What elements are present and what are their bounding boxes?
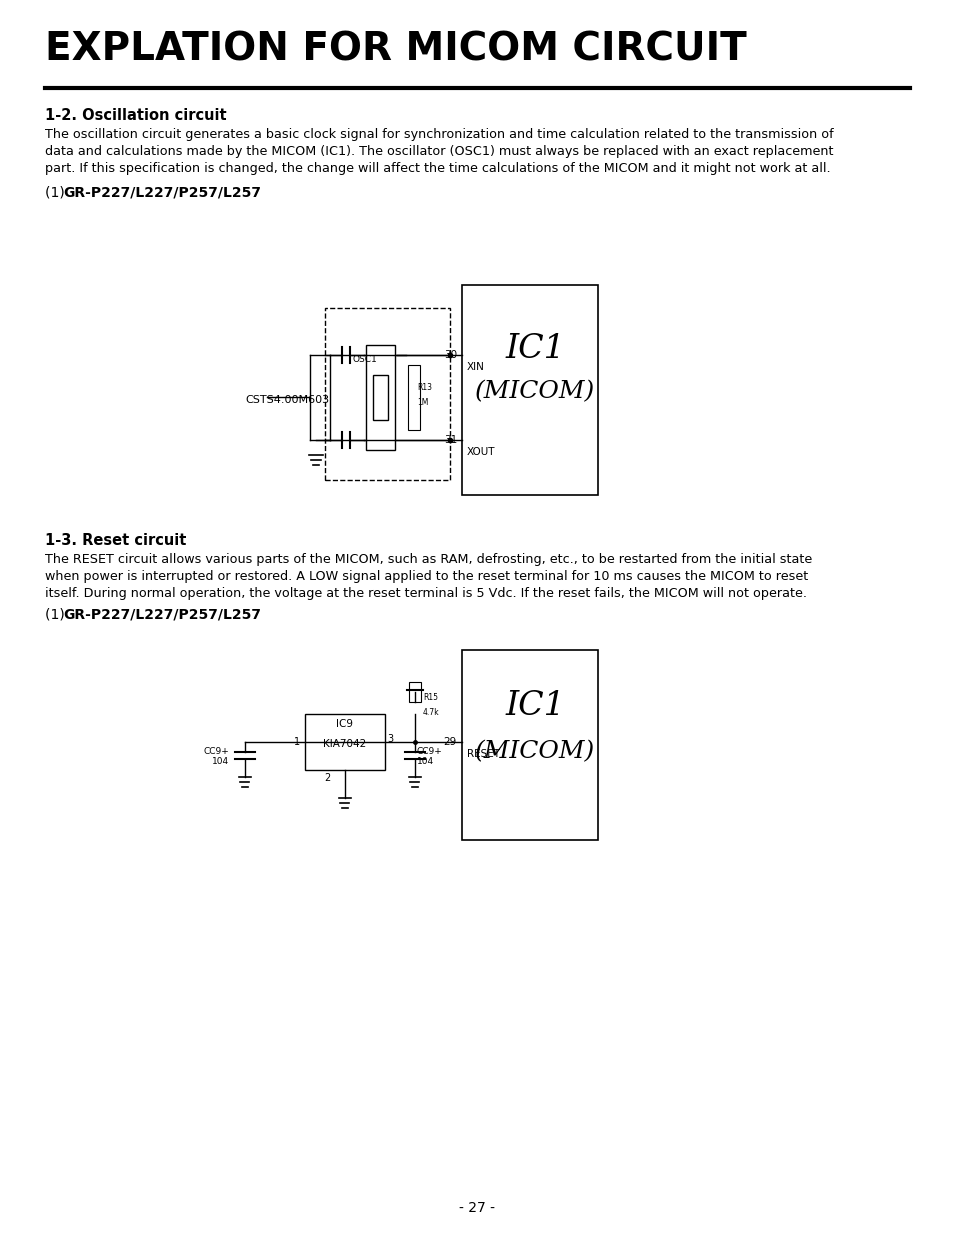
Text: CC9+: CC9+ <box>416 747 442 757</box>
Text: 2: 2 <box>323 773 330 783</box>
Text: IC1: IC1 <box>504 690 564 722</box>
Text: part. If this specification is changed, the change will affect the time calculat: part. If this specification is changed, … <box>45 162 830 175</box>
Bar <box>373 375 388 420</box>
Text: 29: 29 <box>443 737 456 747</box>
Bar <box>366 346 395 450</box>
Text: when power is interrupted or restored. A LOW signal applied to the reset termina: when power is interrupted or restored. A… <box>45 571 807 583</box>
Text: 4.7k: 4.7k <box>422 707 439 716</box>
Text: XIN: XIN <box>467 362 484 372</box>
Text: 104: 104 <box>416 757 434 767</box>
Text: itself. During normal operation, the voltage at the reset terminal is 5 Vdc. If : itself. During normal operation, the vol… <box>45 587 806 600</box>
Text: - 27 -: - 27 - <box>458 1201 495 1214</box>
Text: GR-P227/L227/P257/L257: GR-P227/L227/P257/L257 <box>63 607 261 622</box>
Text: CSTS4.00M603: CSTS4.00M603 <box>245 395 329 405</box>
Text: 1-2. Oscillation circuit: 1-2. Oscillation circuit <box>45 108 227 123</box>
Text: data and calculations made by the MICOM (IC1). The oscillator (OSC1) must always: data and calculations made by the MICOM … <box>45 145 833 158</box>
Text: 1-3. Reset circuit: 1-3. Reset circuit <box>45 533 186 548</box>
Text: IC1: IC1 <box>504 333 564 365</box>
Text: EXPLATION FOR MICOM CIRCUIT: EXPLATION FOR MICOM CIRCUIT <box>45 30 746 68</box>
Text: KIA7042: KIA7042 <box>323 740 366 750</box>
Text: (MICOM): (MICOM) <box>475 740 595 763</box>
Text: The oscillation circuit generates a basic clock signal for synchronization and t: The oscillation circuit generates a basi… <box>45 128 833 140</box>
Bar <box>461 650 598 840</box>
Text: (1): (1) <box>45 185 69 199</box>
Text: GR-P227/L227/P257/L257: GR-P227/L227/P257/L257 <box>63 185 261 199</box>
Bar <box>409 682 420 702</box>
Text: 1: 1 <box>294 737 299 747</box>
Text: 31: 31 <box>443 435 456 445</box>
Text: 104: 104 <box>212 757 229 767</box>
Text: (MICOM): (MICOM) <box>475 380 595 403</box>
Text: IC9: IC9 <box>336 718 354 728</box>
Text: 1M: 1M <box>416 398 428 406</box>
Text: 3: 3 <box>387 735 393 745</box>
Text: OSC1: OSC1 <box>353 355 377 364</box>
Bar <box>305 713 385 769</box>
Text: R15: R15 <box>422 692 437 701</box>
Text: The RESET circuit allows various parts of the MICOM, such as RAM, defrosting, et: The RESET circuit allows various parts o… <box>45 553 811 566</box>
Bar <box>461 285 598 495</box>
Text: CC9+: CC9+ <box>203 747 229 757</box>
Bar <box>325 308 450 480</box>
Text: XOUT: XOUT <box>467 447 495 457</box>
Bar <box>408 365 419 430</box>
Text: RESET: RESET <box>467 750 499 759</box>
Text: (1): (1) <box>45 607 69 622</box>
Text: R13: R13 <box>416 383 432 392</box>
Text: 30: 30 <box>443 351 456 360</box>
